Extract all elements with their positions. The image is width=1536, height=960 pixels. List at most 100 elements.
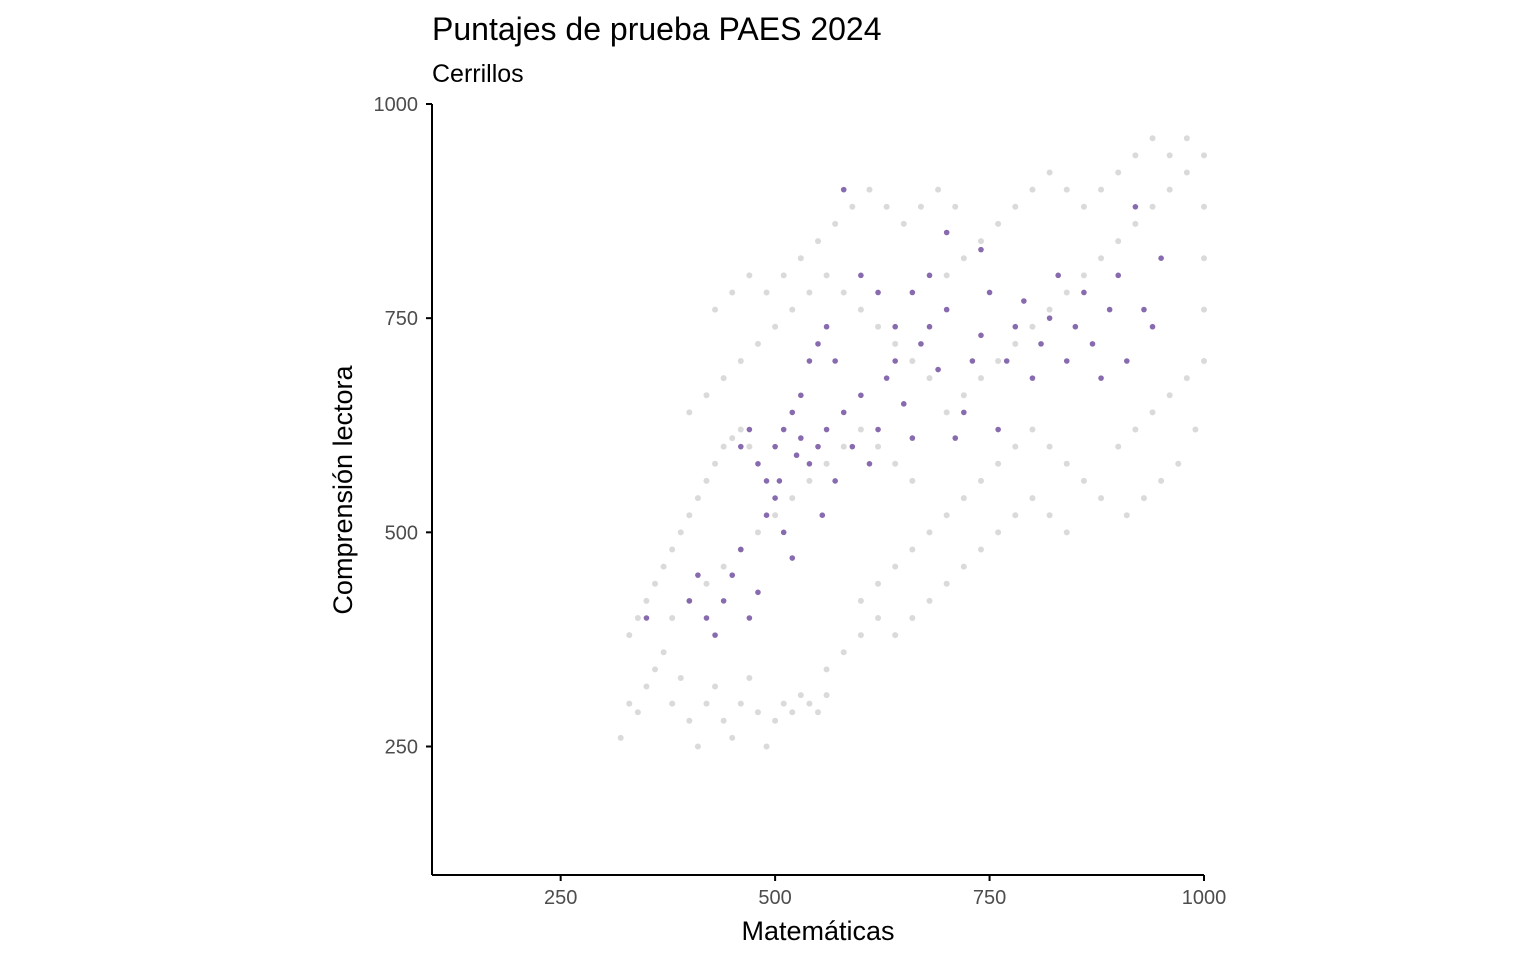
- point: [857, 306, 864, 313]
- point: [797, 255, 804, 262]
- point: [815, 238, 821, 245]
- point: [858, 392, 864, 399]
- point: [1183, 169, 1190, 176]
- point: [892, 358, 898, 364]
- point: [789, 555, 796, 561]
- point: [763, 478, 770, 484]
- y-ticks: 250 500 750 1000: [374, 94, 432, 759]
- point: [961, 409, 967, 416]
- point: [729, 435, 736, 442]
- point: [626, 700, 633, 707]
- point: [780, 529, 787, 536]
- point: [643, 615, 650, 621]
- point: [823, 666, 830, 673]
- point: [960, 495, 967, 502]
- point: [763, 289, 770, 296]
- point: [978, 246, 984, 253]
- point: [909, 546, 916, 553]
- point: [1046, 443, 1053, 450]
- point: [995, 529, 1002, 536]
- point: [875, 580, 882, 587]
- point: [995, 220, 1002, 227]
- point: [892, 632, 899, 639]
- point: [1201, 255, 1207, 262]
- point: [840, 186, 847, 193]
- point: [977, 546, 984, 553]
- point: [918, 341, 924, 347]
- point: [634, 709, 641, 716]
- point: [1080, 477, 1087, 484]
- point: [1149, 323, 1156, 330]
- point: [746, 272, 753, 279]
- point: [737, 426, 744, 433]
- point: [789, 409, 796, 416]
- point: [789, 709, 796, 716]
- point: [935, 366, 941, 373]
- point: [729, 289, 736, 296]
- point: [737, 358, 744, 364]
- point: [823, 692, 830, 699]
- point: [926, 597, 933, 604]
- point: [1029, 375, 1036, 381]
- point: [892, 460, 899, 467]
- point: [806, 477, 813, 484]
- point: [798, 435, 804, 441]
- point: [823, 426, 830, 433]
- point: [986, 289, 993, 296]
- point: [669, 615, 676, 621]
- x-tick-label: 750: [973, 887, 1006, 909]
- series-0: [617, 135, 1207, 750]
- point: [712, 306, 719, 313]
- point: [1072, 323, 1079, 330]
- point: [720, 598, 727, 604]
- point: [1063, 529, 1070, 536]
- point: [875, 615, 882, 621]
- point: [909, 615, 916, 621]
- point: [823, 272, 830, 279]
- point: [1141, 306, 1147, 313]
- point: [712, 460, 719, 467]
- point: [883, 375, 890, 381]
- point: [1098, 186, 1105, 193]
- point: [695, 572, 701, 578]
- point: [952, 435, 959, 441]
- points-layer: [617, 135, 1207, 750]
- point: [712, 683, 719, 690]
- point: [960, 392, 967, 399]
- point: [793, 452, 800, 459]
- point: [1132, 220, 1139, 227]
- point: [815, 443, 821, 450]
- point: [660, 563, 667, 570]
- point: [1012, 203, 1019, 210]
- point: [746, 615, 753, 621]
- point: [1029, 495, 1036, 502]
- point: [1115, 169, 1122, 176]
- point: [703, 615, 710, 621]
- point: [729, 572, 736, 578]
- point: [1081, 289, 1087, 296]
- point: [815, 341, 821, 347]
- point: [1175, 460, 1182, 467]
- x-axis-title: Matemáticas: [741, 916, 894, 946]
- point: [866, 461, 873, 467]
- point: [1046, 512, 1053, 519]
- point: [909, 358, 916, 364]
- point: [883, 203, 890, 210]
- point: [1132, 204, 1139, 210]
- point: [995, 358, 1002, 364]
- point: [823, 460, 830, 467]
- point: [797, 692, 804, 699]
- point: [1063, 186, 1070, 193]
- x-tick-label: 1000: [1182, 887, 1227, 909]
- point: [1080, 272, 1087, 279]
- point: [643, 597, 650, 604]
- point: [1115, 272, 1122, 279]
- point: [815, 709, 821, 716]
- point: [789, 306, 796, 313]
- point: [892, 323, 898, 330]
- point: [900, 401, 907, 407]
- point: [806, 289, 813, 296]
- point: [900, 220, 907, 227]
- point: [1192, 426, 1199, 433]
